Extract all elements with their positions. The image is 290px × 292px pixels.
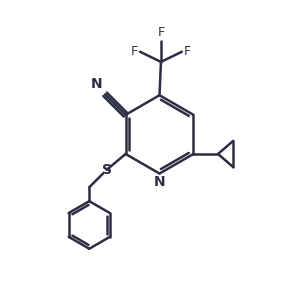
- Text: F: F: [157, 26, 164, 39]
- Text: N: N: [90, 77, 102, 91]
- Text: N: N: [154, 175, 165, 189]
- Text: F: F: [130, 45, 138, 58]
- Text: F: F: [184, 45, 191, 58]
- Text: S: S: [102, 163, 112, 177]
